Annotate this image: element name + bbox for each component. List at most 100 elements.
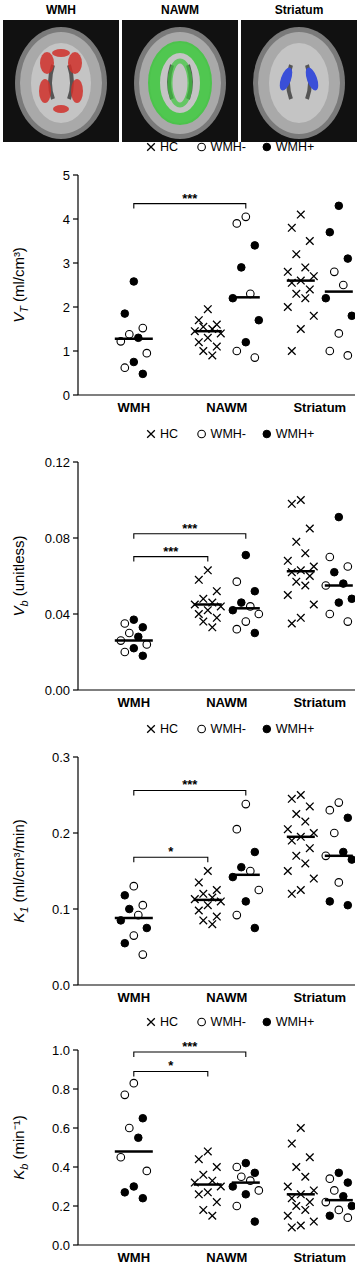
point [213,1198,221,1206]
y-axis [77,757,78,985]
point [195,576,203,584]
y-tick-label: 3 [63,256,70,271]
point [204,606,212,614]
y-tick [73,1127,78,1128]
legend-label: WMH+ [276,1015,315,1029]
wmh-mask [53,105,69,113]
data-marks [115,1079,355,1231]
point [200,595,208,603]
y-tick [73,756,78,757]
point [209,624,217,632]
y-tick [73,350,78,351]
x-axis [78,984,355,985]
point [255,316,263,324]
x-tick-label: Striatum [293,400,346,415]
point [297,791,305,799]
y-label-unit: (min⁻¹) [10,1115,27,1159]
point [306,803,314,811]
legend-marker [147,430,155,438]
point [302,860,310,868]
point [209,920,217,928]
legend-label: WMH+ [276,140,315,154]
y-tick-label: 0.12 [45,455,70,470]
point [213,886,221,894]
point [204,867,212,875]
median-line [194,330,222,333]
white-matter [269,43,329,123]
point [293,290,301,298]
point [251,848,259,856]
wmh-mask [52,49,70,57]
point [130,616,138,624]
point [284,268,292,276]
legend-marker [198,725,206,733]
point [297,325,305,333]
median-line [115,337,153,340]
y-axis-label: VT(ml/cm³) [10,247,30,323]
y-axis [77,462,78,690]
y-axis-label: Vb(unitless) [10,536,30,617]
panel: 0.00.20.40.60.81.0Kb(min⁻¹)WMHNAWMStriat… [10,1015,356,1265]
legend-marker [198,430,206,438]
point [139,1114,147,1122]
y-tick-label: 0.4 [52,1160,70,1175]
point [322,294,330,302]
point [130,1079,138,1087]
point [143,349,151,357]
image-label: Striatum [275,3,324,17]
median-line [287,570,315,573]
legend-label: WMH- [211,722,246,736]
point [130,278,138,286]
point [233,625,241,633]
point [130,882,138,890]
x-tick-label: WMH [118,1250,151,1265]
point [200,1171,208,1179]
legend-marker [147,1018,155,1026]
head [134,27,226,139]
legend-label: WMH+ [276,427,315,441]
point [251,629,259,637]
significance-label: *** [163,544,179,559]
point [233,1163,241,1171]
point [130,1183,138,1191]
point [335,202,343,210]
point [242,1191,250,1199]
point [200,1206,208,1214]
point [288,795,296,803]
point [310,1218,318,1226]
point [335,513,343,521]
point [121,620,129,628]
point [126,629,134,637]
wmh-mask [68,52,82,74]
point [331,1187,339,1195]
point [297,496,305,504]
significance-label: *** [182,521,198,536]
point [251,354,259,362]
header-images: WMHNAWMStriatum [3,3,357,142]
legend: HCWMH-WMH+ [147,1015,314,1029]
point [310,272,318,280]
significance-label: *** [182,1039,198,1054]
point [302,1206,310,1214]
point [310,601,318,609]
point [139,1194,147,1202]
head [253,27,345,139]
point [344,618,352,626]
point [288,1140,296,1148]
image-frame [122,20,238,142]
point [195,879,203,887]
y-tick [73,908,78,909]
legend-marker [147,143,155,151]
median-line [194,899,222,902]
point [242,898,250,906]
median-line [325,290,353,293]
median-line [325,1199,353,1202]
point [326,610,334,618]
legend-label: HC [160,1015,178,1029]
point [288,500,296,508]
y-tick-label: 0.00 [45,683,70,698]
point [344,1179,352,1187]
point [326,228,334,236]
point [293,852,301,860]
point [335,1206,343,1214]
